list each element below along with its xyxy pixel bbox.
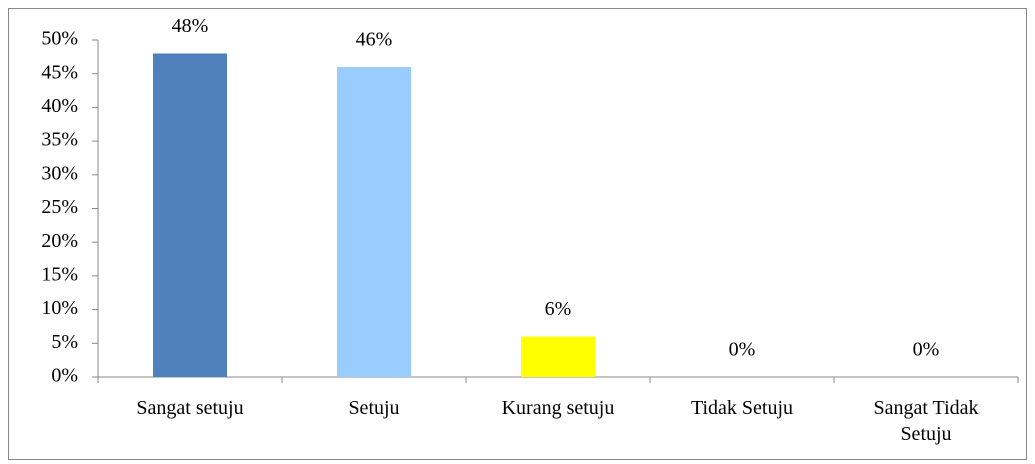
data-label: 6%: [545, 298, 572, 320]
y-tick-label: 35%: [41, 129, 78, 151]
x-tick-label: Sangat Tidak Setuju: [873, 397, 979, 445]
x-tick-label: Kurang setuju: [501, 397, 615, 419]
y-tick-label: 15%: [41, 263, 78, 285]
bar: [521, 336, 595, 377]
y-tick-label: 20%: [41, 230, 78, 252]
data-label: 0%: [913, 339, 940, 361]
data-label: 48%: [172, 15, 209, 37]
data-label: 0%: [729, 339, 756, 361]
y-tick-label: 5%: [51, 331, 78, 353]
y-tick-label: 10%: [41, 297, 78, 319]
y-tick-label: 0%: [51, 365, 78, 387]
bar: [337, 66, 411, 378]
x-tick-label: Setuju: [348, 397, 400, 419]
y-tick-label: 50%: [41, 28, 78, 50]
y-tick-label: 25%: [41, 196, 78, 218]
y-tick-label: 45%: [41, 61, 78, 83]
x-tick-label: Sangat setuju: [136, 397, 244, 419]
y-tick-label: 30%: [41, 162, 78, 184]
data-label: 46%: [356, 29, 393, 51]
bar: [153, 53, 227, 377]
x-tick-label: Tidak Setuju: [690, 397, 794, 419]
y-tick-label: 40%: [41, 95, 78, 117]
